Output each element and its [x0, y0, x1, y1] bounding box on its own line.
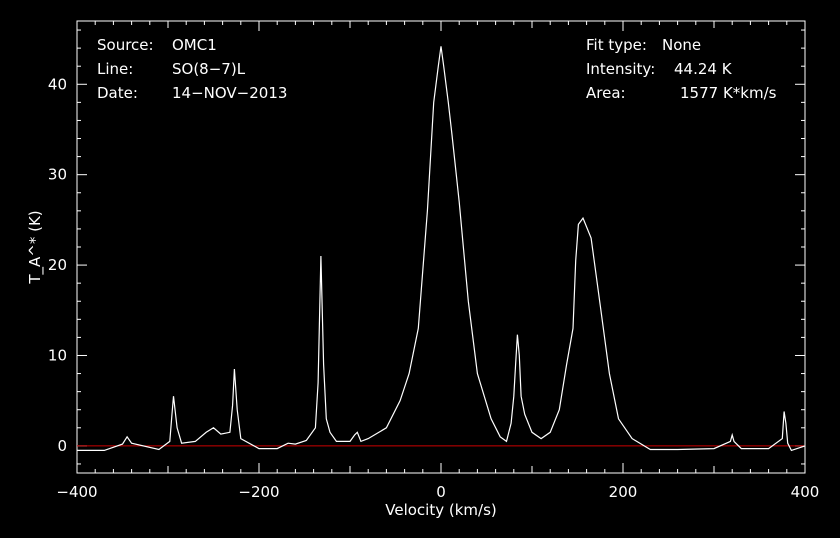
date-key: Date:: [97, 84, 138, 102]
line-key: Line:: [97, 60, 133, 78]
x-tick-label: −400: [56, 483, 97, 501]
header-right: Fit type: None Intensity: 44.24 K Area: …: [586, 36, 777, 102]
area-key: Area:: [586, 84, 626, 102]
fit-type-value: None: [662, 36, 701, 54]
date-value: 14−NOV−2013: [172, 84, 287, 102]
x-tick-label: −200: [238, 483, 279, 501]
y-tick-label: 10: [48, 346, 67, 364]
intensity-value: 44.24 K: [674, 60, 733, 78]
y-tick-label: 40: [48, 75, 67, 93]
source-key: Source:: [97, 36, 154, 54]
x-tick-label: 400: [791, 483, 820, 501]
y-tick-label: 0: [57, 437, 67, 455]
intensity-key: Intensity:: [586, 60, 655, 78]
line-value: SO(8−7)L: [172, 60, 246, 78]
axis-tick-labels: −400 −200 0 200 400 0 10 20 30 40: [48, 75, 819, 501]
axis-ticks: [76, 21, 806, 473]
y-tick-label: 30: [48, 166, 67, 184]
source-value: OMC1: [172, 36, 217, 54]
x-tick-label: 200: [609, 483, 638, 501]
fit-type-key: Fit type:: [586, 36, 647, 54]
area-value: 1577 K*km/s: [680, 84, 777, 102]
y-axis-title: T_A^* (K): [26, 210, 45, 284]
y-tick-label: 20: [48, 256, 67, 274]
header-left: Source: OMC1 Line: SO(8−7)L Date: 14−NOV…: [97, 36, 287, 102]
x-axis-title: Velocity (km/s): [385, 501, 496, 519]
spectrum-line: [77, 46, 806, 452]
x-tick-label: 0: [436, 483, 446, 501]
